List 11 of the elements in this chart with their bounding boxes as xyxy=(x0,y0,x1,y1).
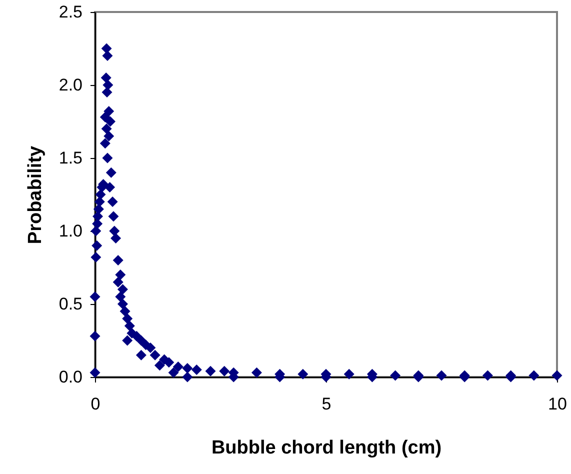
x-tick-label: 10 xyxy=(548,394,567,414)
y-tick-label: 1.5 xyxy=(58,148,82,168)
x-tick-label: 0 xyxy=(90,394,100,414)
x-tick-label: 5 xyxy=(322,394,332,414)
y-tick-label: 0.5 xyxy=(58,294,82,314)
y-axis-title: Probability xyxy=(24,145,46,244)
y-tick-label: 1.0 xyxy=(58,222,82,240)
y-tick-label: 2.0 xyxy=(58,76,82,94)
y-tick-label: 2.5 xyxy=(58,2,82,22)
y-tick-label: 0.0 xyxy=(58,368,82,386)
x-axis-title: Bubble chord length (cm) xyxy=(211,438,442,458)
